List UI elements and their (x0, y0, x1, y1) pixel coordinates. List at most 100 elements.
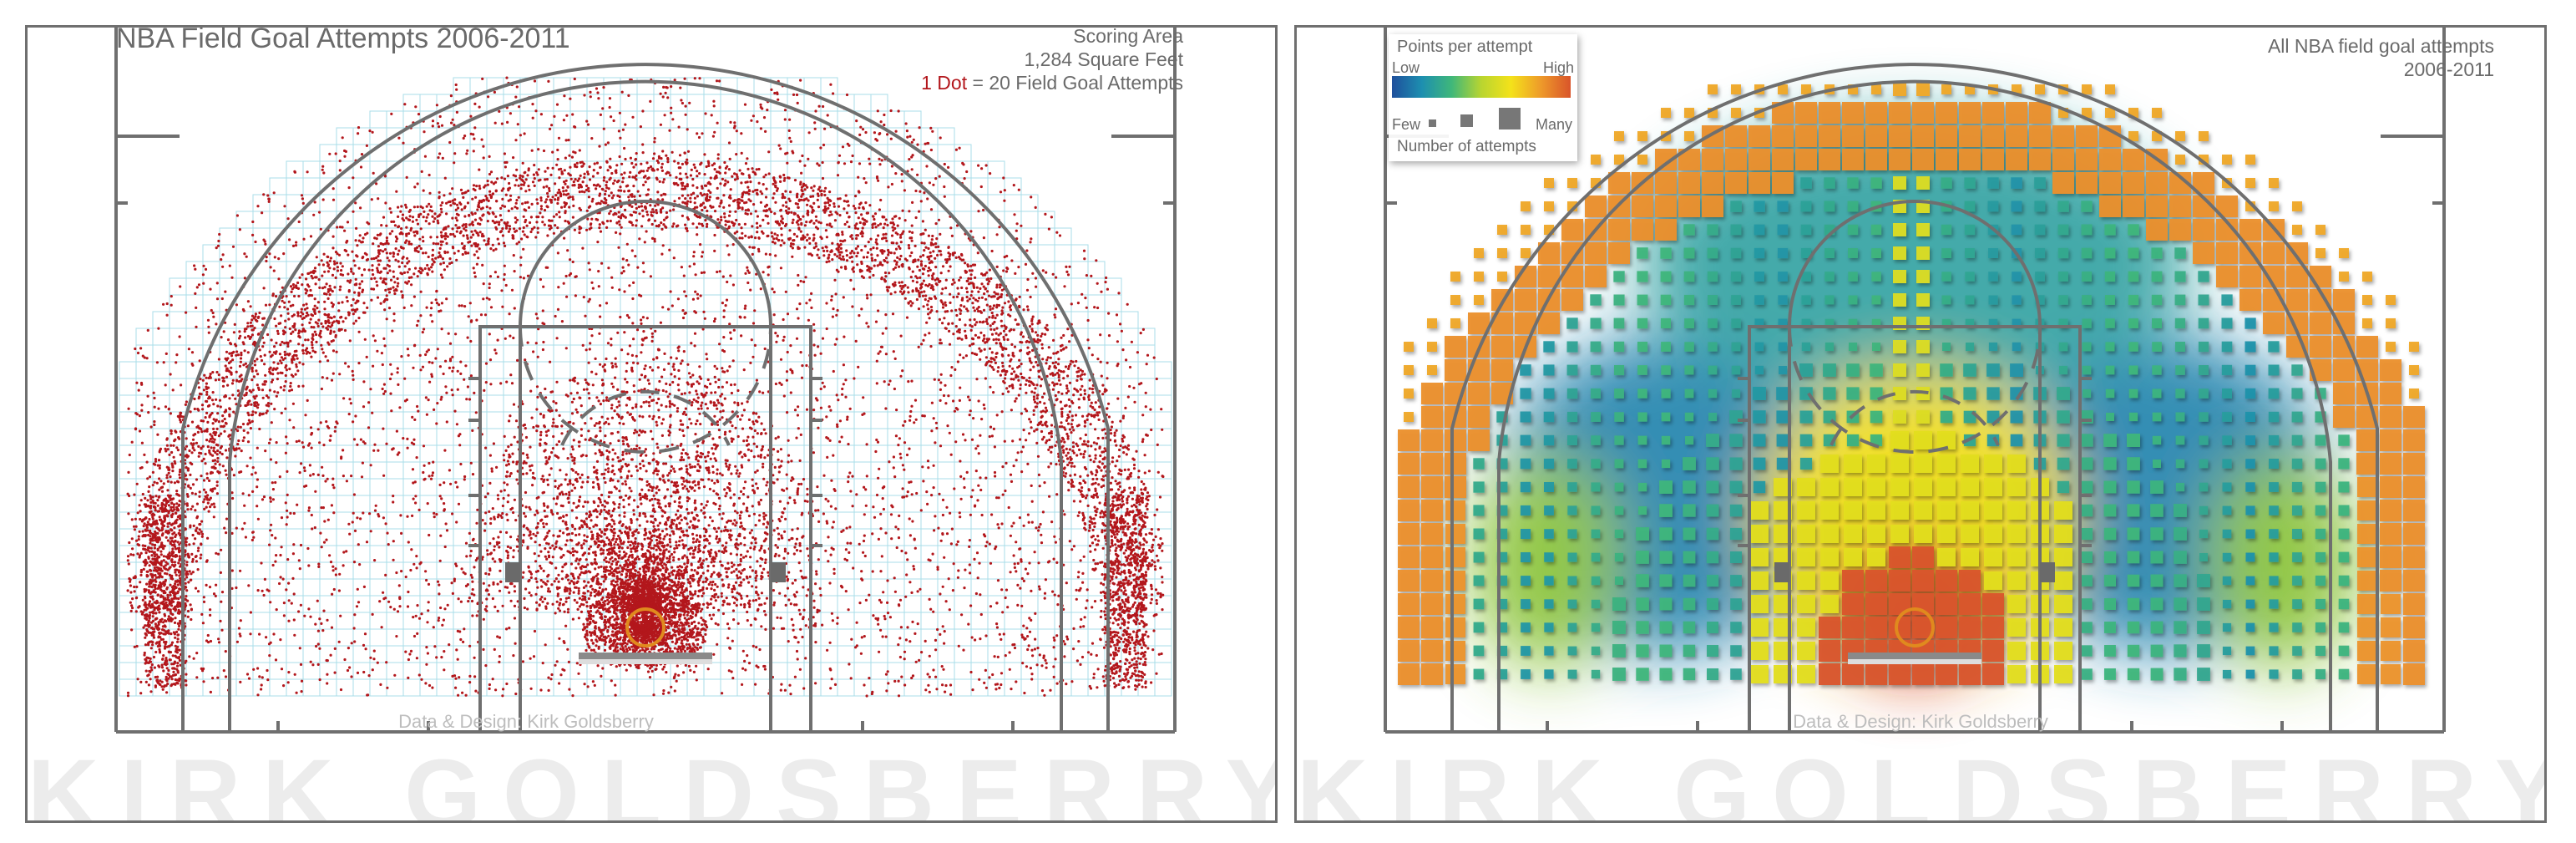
shot-dot (1076, 576, 1080, 579)
shot-dot (995, 414, 999, 417)
grid-cell (286, 227, 304, 246)
grid-cell (703, 361, 721, 379)
grid-cell (302, 428, 321, 446)
shot-dot (439, 606, 443, 610)
grid-cell (252, 528, 271, 546)
shot-dot (1014, 272, 1017, 275)
shot-dot (256, 693, 260, 697)
grid-cell (670, 94, 688, 112)
shot-dot (1155, 672, 1158, 675)
shot-dot (791, 255, 794, 258)
grid-cell (536, 561, 554, 580)
shot-dot (178, 335, 181, 338)
shot-dot (763, 347, 767, 351)
shot-dot (473, 271, 476, 275)
grid-cell (402, 662, 421, 680)
shot-dot (482, 581, 485, 585)
grid-cell (820, 645, 838, 663)
shot-dot (795, 649, 799, 653)
grid-cell (386, 612, 404, 630)
shot-dot (1025, 627, 1029, 630)
grid-cell (703, 261, 721, 279)
grid-cell (302, 528, 321, 546)
shot-dot (197, 283, 201, 287)
shot-dot (134, 427, 138, 430)
shot-dot (795, 436, 798, 439)
grid-cell (1104, 328, 1122, 346)
shot-dot (810, 306, 813, 309)
grid-cell (169, 344, 187, 363)
shot-dot (540, 477, 544, 480)
shot-dot (402, 437, 405, 440)
shot-dot (357, 362, 361, 365)
shot-dot (845, 93, 849, 97)
shot-dot (697, 135, 701, 140)
shot-dot (801, 154, 804, 158)
grid-cell (603, 127, 621, 145)
grid-cell (252, 277, 271, 296)
shot-dot (979, 637, 982, 641)
shot-dot (721, 692, 724, 695)
grid-cell (503, 628, 521, 647)
shot-dot (706, 668, 710, 671)
shot-dot (701, 208, 704, 212)
grid-cell (753, 628, 772, 647)
grid-cell (486, 378, 504, 396)
grid-cell (519, 461, 538, 480)
grid-cell (185, 277, 204, 296)
grid-cell (486, 495, 504, 513)
grid-cell (119, 628, 137, 647)
shot-dot (450, 121, 453, 124)
grid-cell (903, 495, 922, 513)
grid-cell (436, 311, 454, 329)
shot-dot (842, 529, 845, 532)
shot-dot (1039, 522, 1042, 526)
shot-dot (993, 655, 996, 658)
shot-dot (569, 258, 572, 262)
shot-dot (500, 289, 504, 292)
shot-dot (660, 422, 664, 425)
shot-dot (878, 650, 881, 653)
grid-cell (286, 160, 304, 179)
shot-dot (565, 295, 569, 298)
shot-dot (941, 513, 944, 517)
shot-dot (925, 490, 929, 494)
shot-dot (721, 612, 726, 616)
grid-cell (553, 378, 571, 396)
shot-dot (321, 474, 325, 478)
shot-dot (300, 194, 304, 197)
grid-cell (903, 678, 922, 697)
shot-dot (764, 432, 767, 435)
grid-cell (987, 612, 1005, 630)
shot-dot (903, 297, 907, 300)
shot-dot (382, 383, 386, 386)
shot-dot (411, 415, 414, 419)
shot-dot (498, 660, 501, 664)
shot-dot (585, 119, 589, 123)
shot-dot (441, 623, 444, 627)
grid-cell (386, 177, 404, 196)
grid-cell (970, 378, 989, 396)
shot-dot (884, 531, 888, 535)
shot-dot (688, 265, 691, 268)
shot-dot (939, 632, 942, 637)
shot-dot (539, 430, 543, 434)
shot-dot (330, 504, 333, 507)
grid-cell (286, 495, 304, 513)
shot-dot (436, 402, 439, 405)
grid-cell (586, 678, 605, 697)
grid-cell (887, 444, 905, 463)
shot-dot (498, 109, 501, 113)
shot-dot (913, 399, 918, 402)
shot-dot (807, 131, 811, 135)
shot-dot (948, 431, 951, 434)
shot-dot (848, 526, 852, 529)
shot-dot (969, 670, 973, 674)
grid-cell (1070, 678, 1089, 697)
shot-dot (1026, 635, 1030, 638)
shot-dot (776, 616, 779, 619)
shot-dot (194, 587, 198, 590)
grid-cell (1054, 378, 1072, 396)
grid-cell (770, 244, 788, 262)
shot-dot (413, 418, 417, 421)
